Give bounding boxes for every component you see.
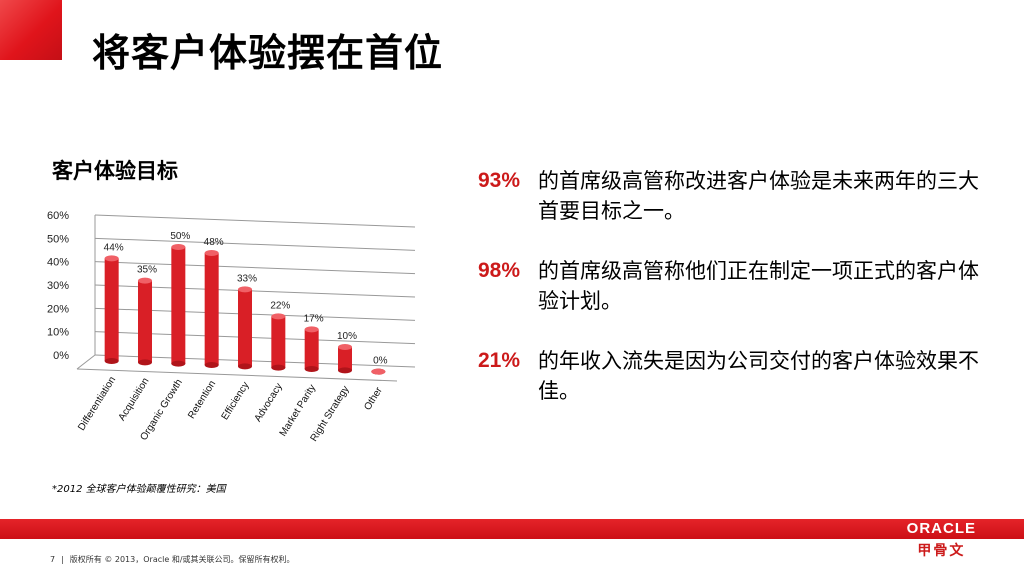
footer-separator: | — [61, 555, 64, 564]
stat-percent: 21% — [478, 349, 521, 372]
data-label: 35% — [137, 265, 157, 276]
data-label: 0% — [373, 356, 388, 367]
footnote: *2012 全球客户体验颠覆性研究：美国 — [52, 484, 226, 495]
stat-text: 的年收入流失是因为公司交付的客户体验效果不佳。 — [538, 349, 979, 403]
x-tick-label: Efficiency — [220, 380, 252, 422]
chart-bar — [138, 280, 152, 363]
y-tick-label: 20% — [47, 303, 69, 315]
stat-item: 93% 的首席级高管称改进客户体验是未来两年的三大首要目标之一。 — [478, 166, 998, 226]
copyright: 版权所有 © 2013，Oracle 和/或其关联公司。保留所有权利。 — [69, 555, 295, 564]
chart-bar-base — [238, 363, 252, 370]
y-tick-label: 60% — [47, 210, 69, 222]
chart-bar-top — [138, 277, 152, 284]
chart-bar-base — [171, 360, 186, 367]
gridline — [94, 261, 416, 275]
chart-bar-top — [171, 244, 186, 250]
x-tick-label: Differentiation — [76, 375, 118, 433]
bar-chart: 0% 10% 20% 30% 40% 50% 60% 44% Differentiation 35… — [47, 210, 416, 444]
y-tick-label: 40% — [47, 257, 69, 269]
logo-brand: ORACLE — [906, 520, 976, 537]
chart-bar-top — [304, 326, 319, 333]
page-number: 7 — [50, 555, 56, 564]
data-label: 17% — [304, 313, 324, 324]
chart-bar — [271, 316, 286, 368]
stat-text: 的首席级高管称他们正在制定一项正式的客户体验计划。 — [538, 259, 979, 313]
footer-red-bar — [0, 519, 1024, 539]
x-tick-label: Advocacy — [253, 381, 285, 424]
chart-bar-top — [104, 255, 119, 262]
corner-accent — [0, 0, 62, 60]
y-tick-label: 10% — [47, 327, 69, 339]
stat-text: 的首席级高管称改进客户体验是未来两年的三大首要目标之一。 — [538, 169, 979, 223]
data-label: 50% — [170, 231, 190, 242]
floor-edge — [76, 354, 96, 370]
chart-bar — [304, 329, 319, 369]
chart-bar-base — [271, 364, 286, 371]
chart-subtitle: 客户体验目标 — [52, 159, 178, 183]
x-tick-label: Market Parity — [278, 383, 319, 439]
chart-bar — [238, 289, 252, 367]
data-label: 33% — [237, 273, 257, 284]
oracle-logo: ORACLE 甲骨文 — [907, 520, 976, 560]
chart-bar-base — [338, 367, 352, 374]
logo-cn: 甲骨文 — [917, 543, 966, 559]
data-label: 44% — [104, 242, 124, 253]
chart-bar — [204, 253, 219, 365]
chart-bar-base — [138, 359, 152, 366]
x-tick-label: Acquisition — [117, 376, 152, 423]
x-tick-label: Retention — [186, 379, 218, 421]
stat-percent: 98% — [478, 259, 521, 282]
chart-bar — [338, 347, 352, 371]
chart-bar-top — [204, 250, 219, 256]
stat-item: 98% 的首席级高管称他们正在制定一项正式的客户体验计划。 — [478, 256, 998, 316]
floor-front — [76, 368, 398, 382]
y-tick-label: 50% — [47, 233, 69, 245]
stats-list: 93% 的首席级高管称改进客户体验是未来两年的三大首要目标之一。 98% 的首席… — [478, 166, 998, 436]
chart-bar-base — [204, 362, 219, 368]
data-label: 10% — [337, 331, 357, 342]
chart-bar-top — [238, 286, 252, 293]
stat-item: 21% 的年收入流失是因为公司交付的客户体验效果不佳。 — [478, 346, 998, 406]
chart-bar-base — [104, 358, 119, 364]
stat-percent: 93% — [478, 169, 521, 192]
x-tick-label: Other — [362, 385, 385, 413]
gridline — [94, 237, 416, 251]
slide-title: 将客户体验摆在首位 — [92, 31, 444, 75]
chart-bar-top — [338, 344, 352, 350]
footer: 7 | 版权所有 © 2013，Oracle 和/或其关联公司。保留所有权利。 — [50, 554, 295, 565]
chart-bar — [171, 247, 186, 364]
y-tick-label: 30% — [47, 280, 69, 292]
y-tick-label: 0% — [53, 350, 69, 362]
gridline — [94, 214, 416, 228]
chart-bar — [104, 258, 119, 361]
chart-bar-top — [271, 313, 286, 320]
data-label: 48% — [204, 237, 224, 248]
data-label: 22% — [270, 300, 290, 311]
chart-bar-base — [304, 366, 319, 372]
chart-bar-top — [371, 368, 386, 375]
